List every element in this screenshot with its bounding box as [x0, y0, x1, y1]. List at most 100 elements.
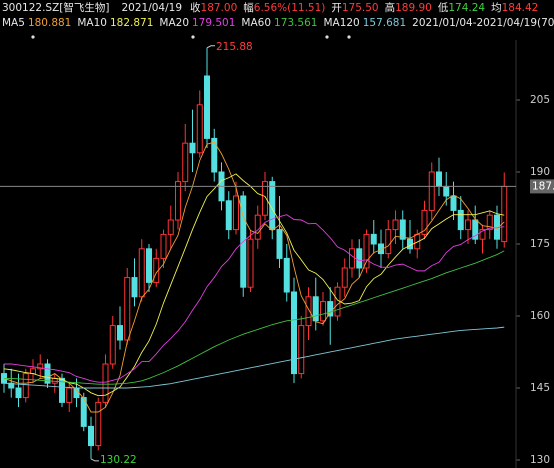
- candle-body: [30, 368, 36, 375]
- star: [191, 35, 195, 39]
- ma-header: MA5 180.881 MA10 182.871 MA20 179.501 MA60 173.…: [2, 16, 554, 30]
- candle-body: [399, 219, 406, 240]
- candle-body: [312, 296, 319, 322]
- candle-body: [167, 219, 174, 235]
- candle-body: [276, 229, 283, 259]
- star: [31, 35, 35, 39]
- candle-body: [421, 209, 428, 235]
- candle-body: [305, 296, 312, 327]
- ma-name: MA60: [241, 17, 272, 29]
- candle-body: [450, 195, 457, 211]
- price-label: 187.00: [532, 180, 554, 192]
- candle-body: [349, 248, 355, 269]
- candle-body: [370, 233, 377, 245]
- candle-body: [334, 286, 341, 317]
- candle-body: [341, 267, 348, 288]
- date-range: 2021/01/04-2021/04/19(70日): [412, 17, 554, 29]
- ma-name: MA5: [2, 17, 25, 29]
- candle-body: [320, 301, 326, 322]
- candle-body: [15, 387, 22, 399]
- candle-body: [465, 219, 471, 231]
- candle-body: [486, 214, 493, 231]
- candle-body: [385, 229, 392, 255]
- candle-body: [407, 238, 413, 250]
- candle-body: [233, 195, 239, 231]
- candle-body: [298, 325, 305, 375]
- candle-body: [102, 363, 109, 403]
- quote-date: 2021/04/19: [121, 2, 183, 14]
- field-value: 174.24: [448, 2, 486, 14]
- field-label: 高: [384, 2, 396, 14]
- y-tick-label: 190: [530, 166, 550, 178]
- candle-body: [131, 277, 138, 298]
- field-label: 幅: [243, 2, 254, 14]
- ma-line: [4, 214, 505, 383]
- candle-body: [95, 401, 102, 447]
- ma-name: MA20: [159, 17, 189, 29]
- candle-body: [211, 137, 218, 173]
- y-tick-label: 160: [530, 310, 550, 322]
- ma-value: 173.561: [274, 17, 318, 29]
- candle-body: [269, 181, 276, 231]
- candle-body: [59, 377, 65, 403]
- candle-body: [182, 142, 189, 183]
- candle-body: [160, 233, 167, 259]
- price-tag: [530, 179, 554, 194]
- candle-body: [80, 397, 87, 427]
- field-label: 开: [331, 2, 342, 14]
- candle-body: [204, 75, 210, 139]
- ma-value: 182.871: [109, 17, 154, 29]
- high-label: 215.88: [216, 41, 253, 53]
- ma-name: MA120: [323, 17, 360, 29]
- candle-body: [254, 214, 261, 240]
- candle-body: [262, 181, 268, 216]
- candle-body: [392, 219, 399, 231]
- candle-body: [472, 219, 479, 240]
- candle-body: [479, 229, 486, 240]
- field-value: 184.42: [501, 2, 539, 14]
- candle-body: [291, 291, 297, 375]
- y-tick-label: 175: [530, 238, 550, 250]
- candle-body: [457, 209, 464, 231]
- candle-body: [124, 277, 131, 341]
- candle-body: [175, 181, 181, 221]
- ma-value: 180.881: [27, 17, 72, 29]
- candle-body: [22, 373, 29, 399]
- y-tick-label: 205: [530, 94, 550, 106]
- candle-body: [189, 142, 196, 154]
- candle-body: [443, 185, 450, 197]
- field-label: 低: [437, 2, 449, 14]
- star: [325, 35, 329, 39]
- candle-body: [356, 248, 363, 269]
- candle-body: [196, 104, 203, 154]
- field-label: 收: [190, 2, 201, 14]
- star: [347, 35, 351, 39]
- stock-code: 300122.SZ[智飞生物]: [2, 2, 110, 14]
- y-tick-label: 130: [530, 454, 550, 466]
- candle-body: [146, 248, 152, 283]
- candle-body: [283, 257, 290, 293]
- stars: [31, 35, 351, 39]
- ma-name: MA10: [77, 17, 107, 29]
- candle-body: [117, 325, 123, 341]
- candle-body: [436, 171, 442, 187]
- ma-line: [4, 250, 505, 385]
- candle-body: [109, 325, 116, 365]
- quote-header: 300122.SZ[智飞生物] 2021/04/19 收 187.00 幅 6.56%…: [2, 1, 544, 15]
- low-pointer: [90, 458, 99, 462]
- field-label: 均: [491, 2, 502, 14]
- candle-body: [501, 185, 508, 243]
- candle-body: [247, 238, 254, 288]
- candle-body: [138, 248, 145, 298]
- field-value: 189.90: [395, 2, 432, 14]
- ma-value: 157.681: [362, 17, 407, 29]
- candle-body: [37, 363, 44, 370]
- ma-line: [3, 326, 505, 389]
- candle-body: [225, 200, 232, 231]
- field-value: 187.00: [200, 2, 238, 14]
- ma-line: [3, 173, 505, 397]
- field-value: 175.50: [341, 2, 379, 14]
- candle-body: [44, 363, 51, 384]
